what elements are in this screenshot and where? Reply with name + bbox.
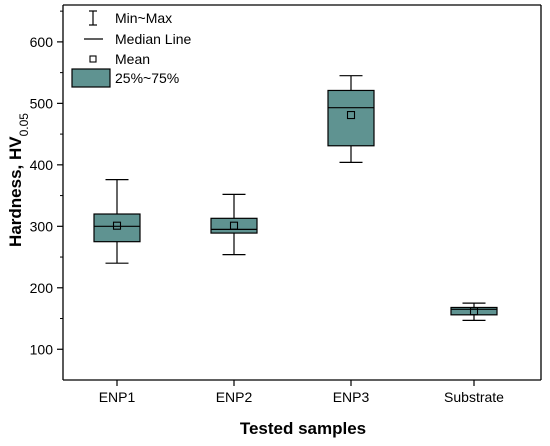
y-tick-label: 300 <box>30 218 54 234</box>
y-tick-label: 400 <box>30 157 54 173</box>
x-axis-ticks: ENP1 ENP2 ENP3 Substrate <box>99 380 504 405</box>
mean-marker <box>346 110 356 120</box>
box-enp3 <box>327 75 375 163</box>
y-axis-title-main: Hardness, HV <box>6 136 25 247</box>
legend-box-symbol <box>71 68 111 88</box>
x-tick-label: Substrate <box>444 389 504 405</box>
x-tick-label: ENP1 <box>99 389 136 405</box>
x-tick-label: ENP2 <box>216 389 253 405</box>
legend-box-label: 25%~75% <box>115 70 179 86</box>
y-axis-title-subscript: 0.05 <box>17 113 31 137</box>
box-enp2 <box>210 193 258 256</box>
legend-mean-symbol <box>89 55 97 63</box>
iqr-box <box>93 213 141 243</box>
y-axis-title: Hardness, HV0.05 <box>6 113 31 247</box>
axes-frame <box>62 4 542 381</box>
box-enp1 <box>93 178 141 264</box>
x-axis-title: Tested samples <box>240 419 366 438</box>
mean-marker <box>469 307 479 316</box>
box-series <box>93 75 498 321</box>
y-tick-label: 500 <box>30 95 54 111</box>
y-tick-label: 200 <box>30 280 54 296</box>
legend-mean-label: Mean <box>115 51 150 67</box>
y-tick-label: 100 <box>30 341 54 357</box>
box-substrate <box>450 302 498 321</box>
legend: Min~Max Median Line Mean 25%~75% <box>71 10 191 88</box>
x-tick-label: ENP3 <box>333 389 370 405</box>
iqr-box <box>450 306 498 316</box>
legend-median-label: Median Line <box>115 31 191 47</box>
iqr-box <box>210 217 258 234</box>
mean-marker <box>229 221 239 230</box>
mean-marker <box>112 221 122 230</box>
y-axis-ticks: 100 200 300 400 500 600 <box>30 10 63 357</box>
y-tick-label: 600 <box>30 34 54 50</box>
legend-minmax-label: Min~Max <box>115 10 172 26</box>
